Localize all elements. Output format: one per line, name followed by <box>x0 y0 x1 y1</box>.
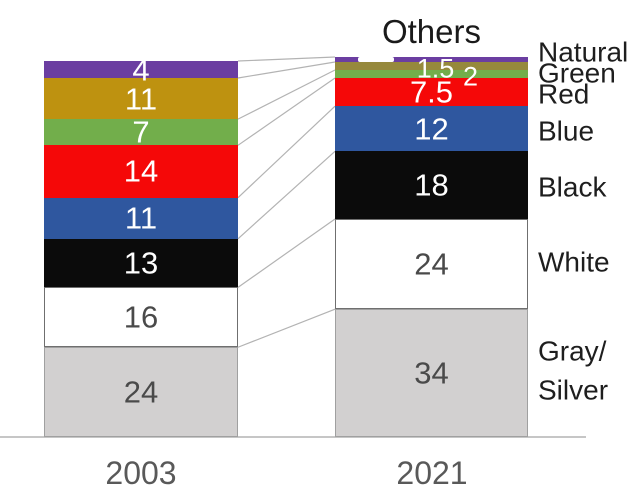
connector-line-green <box>237 69 336 120</box>
label-green-2021: 2 <box>462 61 479 92</box>
legend-item-red: Red <box>538 78 590 110</box>
label-natural-2021: 1.5 <box>416 53 455 84</box>
legend-item-natural: Natural <box>538 36 629 68</box>
bar-2003: 4 11 7 14 11 13 16 24 <box>44 54 238 437</box>
segment-blue-2021 <box>335 106 528 152</box>
connector-line-others <box>237 56 336 62</box>
connector-line-white <box>237 218 336 288</box>
bar-2021: 1.5 2 7.5 12 18 24 34 <box>335 55 528 437</box>
segment-white-2003 <box>44 287 238 348</box>
segment-natural-2021 <box>335 62 528 70</box>
label-red-2021: 7.5 <box>409 74 454 110</box>
segment-natural-2003 <box>44 78 238 120</box>
segment-red-2021 <box>335 78 528 107</box>
label-blue-2021: 12 <box>414 111 449 147</box>
segment-gray-silver-2003 <box>44 347 238 437</box>
year-label-2003: 2003 <box>105 455 177 491</box>
segment-green-2003 <box>44 119 238 146</box>
legend-item-green: Green <box>538 57 616 89</box>
segment-others-2003 <box>44 61 238 78</box>
segment-white-2021 <box>335 218 528 310</box>
label-natural-2003: 11 <box>124 81 158 117</box>
legend-item-blue: Blue <box>538 115 595 147</box>
segment-black-2021 <box>335 151 528 219</box>
connector-line-blue <box>237 105 336 199</box>
segment-green-2021 <box>335 70 528 78</box>
label-gray-silver-2003: 24 <box>123 374 159 410</box>
connector-line-gray-silver <box>237 308 336 348</box>
segment-blue-2003 <box>44 197 238 239</box>
segment-black-2003 <box>44 238 238 288</box>
legend-item-white: White <box>538 246 610 278</box>
label-gray-silver-2021: 34 <box>414 355 449 391</box>
label-blue-2003: 11 <box>124 200 158 236</box>
year-label-2021: 2021 <box>396 455 468 491</box>
segment-others-2021 <box>335 57 528 62</box>
connector-line-red <box>237 77 336 146</box>
label-white-2021: 24 <box>414 246 449 282</box>
segment-gray-silver-2021 <box>335 309 528 437</box>
connector-line-black <box>237 150 336 240</box>
label-red-2003: 14 <box>123 153 159 189</box>
legend-item-black: Black <box>538 171 607 203</box>
segment-red-2003 <box>44 145 238 198</box>
label-black-2021: 18 <box>414 167 449 203</box>
legend-item-gray-silver: Gray/ Silver <box>538 335 609 405</box>
label-black-2003: 13 <box>123 245 159 281</box>
label-white-2003: 16 <box>123 299 159 335</box>
label-others-2003: 4 <box>132 52 150 87</box>
connector-line-natural <box>237 61 336 79</box>
label-dash-others-2021 <box>358 57 394 62</box>
label-green-2003: 7 <box>132 114 150 150</box>
others-annotation: Others <box>381 13 482 50</box>
